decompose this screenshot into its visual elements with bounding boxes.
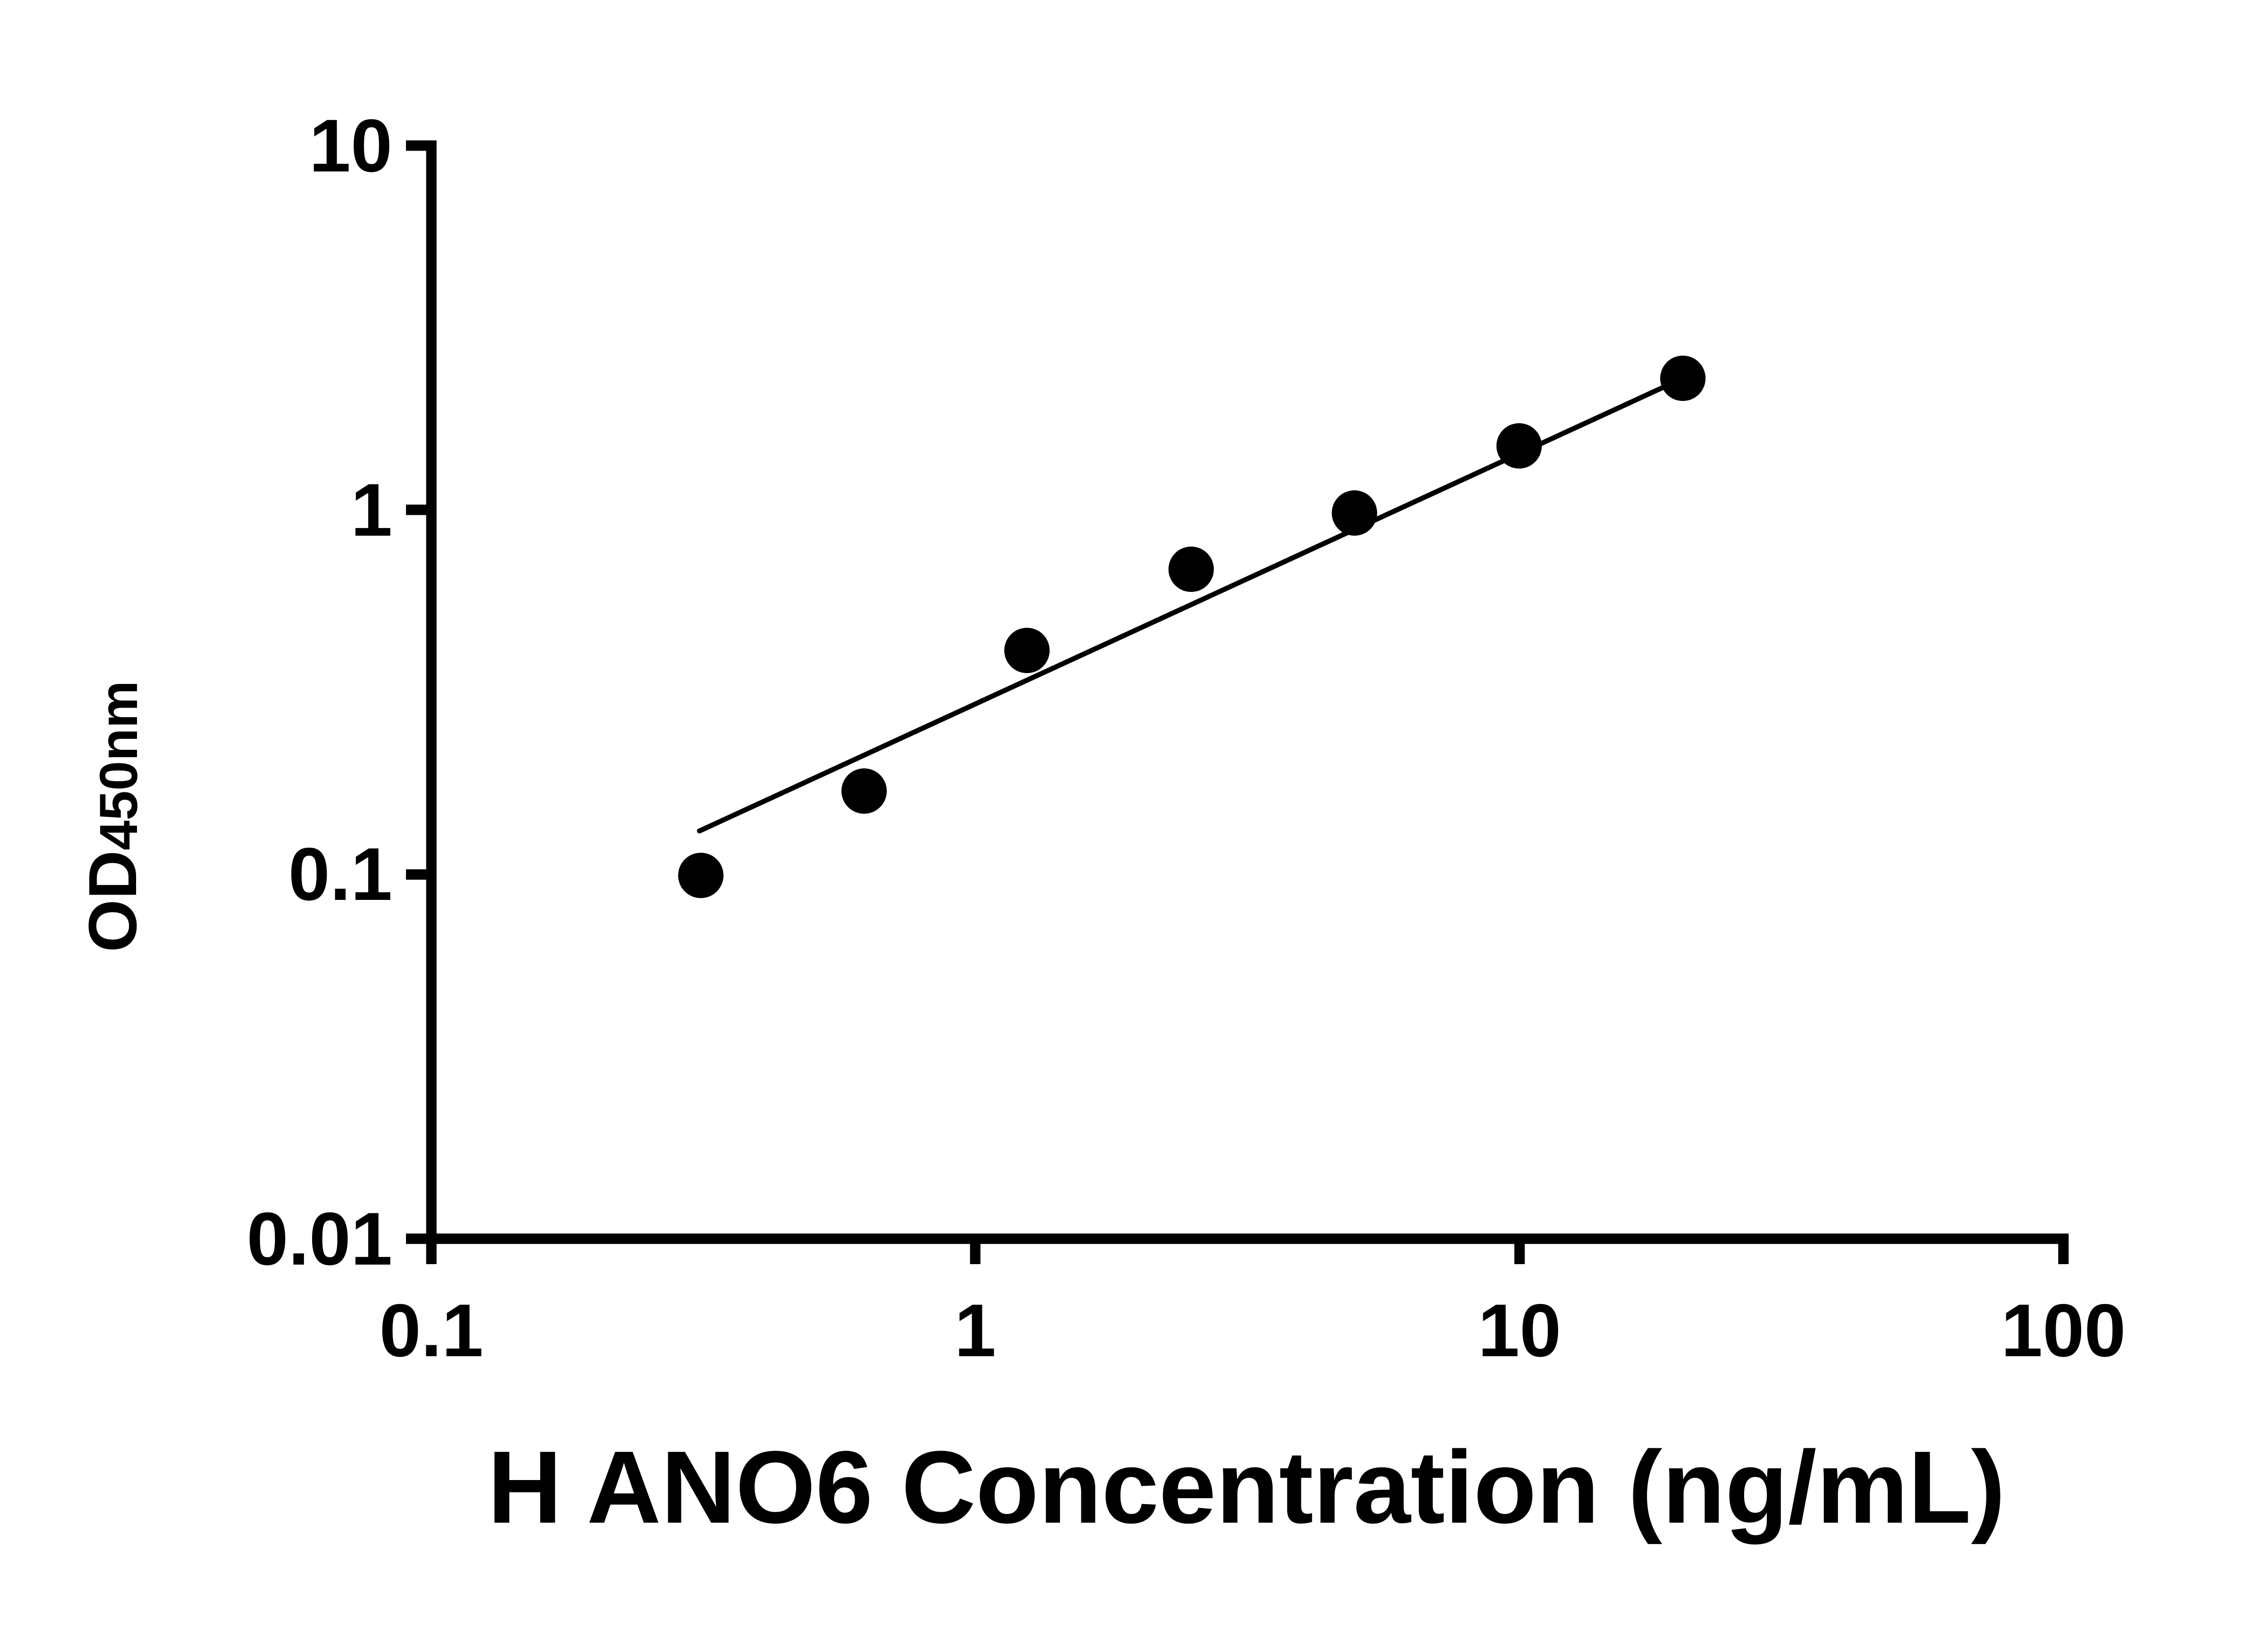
svg-text:0.01: 0.01 [247, 1197, 392, 1280]
svg-text:100: 100 [2001, 1289, 2126, 1372]
svg-text:0.1: 0.1 [379, 1289, 483, 1372]
svg-text:1: 1 [351, 468, 392, 552]
svg-text:H ANO6 Concentration (ng/mL): H ANO6 Concentration (ng/mL) [488, 1430, 2005, 1545]
svg-text:0.1: 0.1 [288, 832, 392, 916]
svg-text:10: 10 [309, 104, 392, 187]
svg-text:10: 10 [1478, 1289, 1561, 1372]
svg-text:1: 1 [954, 1289, 996, 1372]
